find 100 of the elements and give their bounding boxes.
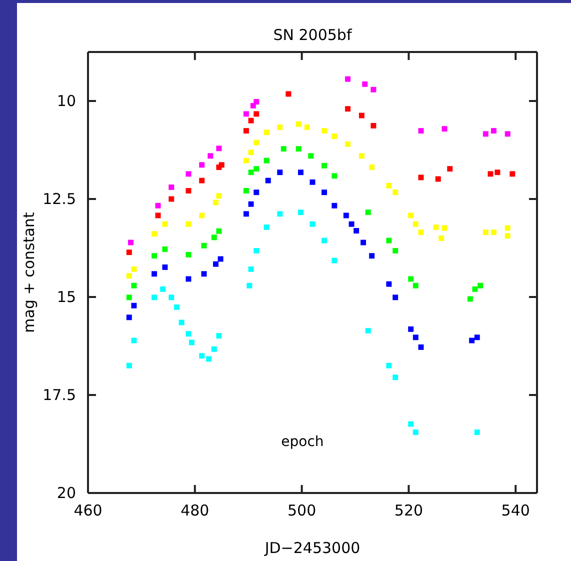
point [362,81,368,87]
point [155,212,161,218]
point [488,171,494,177]
point [472,286,478,292]
y-axis-title: mag + constant [20,212,38,333]
point [248,266,254,272]
point [348,221,354,227]
point [206,356,212,362]
x-tick-label: 520 [394,502,424,520]
point [408,421,414,427]
point [354,228,360,234]
point [296,121,302,127]
point [126,294,132,300]
point [322,238,327,244]
point [332,258,338,264]
point [264,158,270,164]
point [248,170,254,176]
point [360,240,366,246]
point [469,338,475,344]
point [264,224,270,230]
point [243,111,249,117]
point [243,188,249,194]
point [370,122,376,128]
point [168,184,174,190]
point [248,118,254,124]
point [435,176,441,182]
point [494,170,500,176]
point [174,304,180,310]
point [155,202,161,208]
point [504,225,510,231]
point [369,164,375,170]
point [310,221,316,227]
point [298,210,304,216]
point [322,128,327,134]
point [162,221,168,227]
point [467,296,473,302]
point [254,248,260,254]
point [178,320,184,326]
point [482,131,488,137]
point [438,235,444,241]
point [201,242,207,248]
point [218,162,224,168]
chart-title: SN 2005bf [273,26,352,44]
point [216,146,222,152]
point [199,353,205,359]
point [474,334,480,340]
point [126,273,132,279]
point [365,328,371,334]
point [243,211,249,217]
point [218,256,224,262]
point [254,190,260,196]
point [358,153,364,159]
point [322,162,327,168]
point [308,153,314,159]
point [332,173,338,179]
point [126,362,132,368]
y-tick-label: 15 [56,288,76,306]
x-tick-label: 480 [180,502,210,520]
point [199,178,205,184]
point [254,99,260,105]
point [345,106,351,112]
point [168,196,174,202]
point [277,211,283,217]
point [128,240,134,246]
point [152,271,158,277]
point [201,271,207,277]
point [386,281,392,287]
point [408,212,414,218]
y-tick-label: 10 [56,92,76,110]
point [186,188,192,194]
x-tick-label: 500 [287,502,316,520]
point [126,314,132,320]
point [504,131,510,137]
point [310,179,316,185]
point [199,212,205,218]
point [168,294,174,300]
point [392,294,398,300]
annotation: epoch [281,434,324,450]
point [131,266,137,272]
point [392,248,398,254]
point [345,76,351,82]
point [277,170,283,176]
point [433,224,439,230]
point [186,221,192,227]
point [254,140,260,146]
point [386,362,392,368]
point [216,228,222,234]
point [286,91,292,97]
point [186,276,192,282]
point [126,250,132,256]
point [412,282,418,288]
point [442,225,448,231]
point [418,344,424,350]
point [186,252,192,258]
point [386,182,392,188]
point [510,171,516,177]
point [504,233,510,239]
point [131,338,137,344]
point [490,230,496,236]
point [418,128,424,134]
